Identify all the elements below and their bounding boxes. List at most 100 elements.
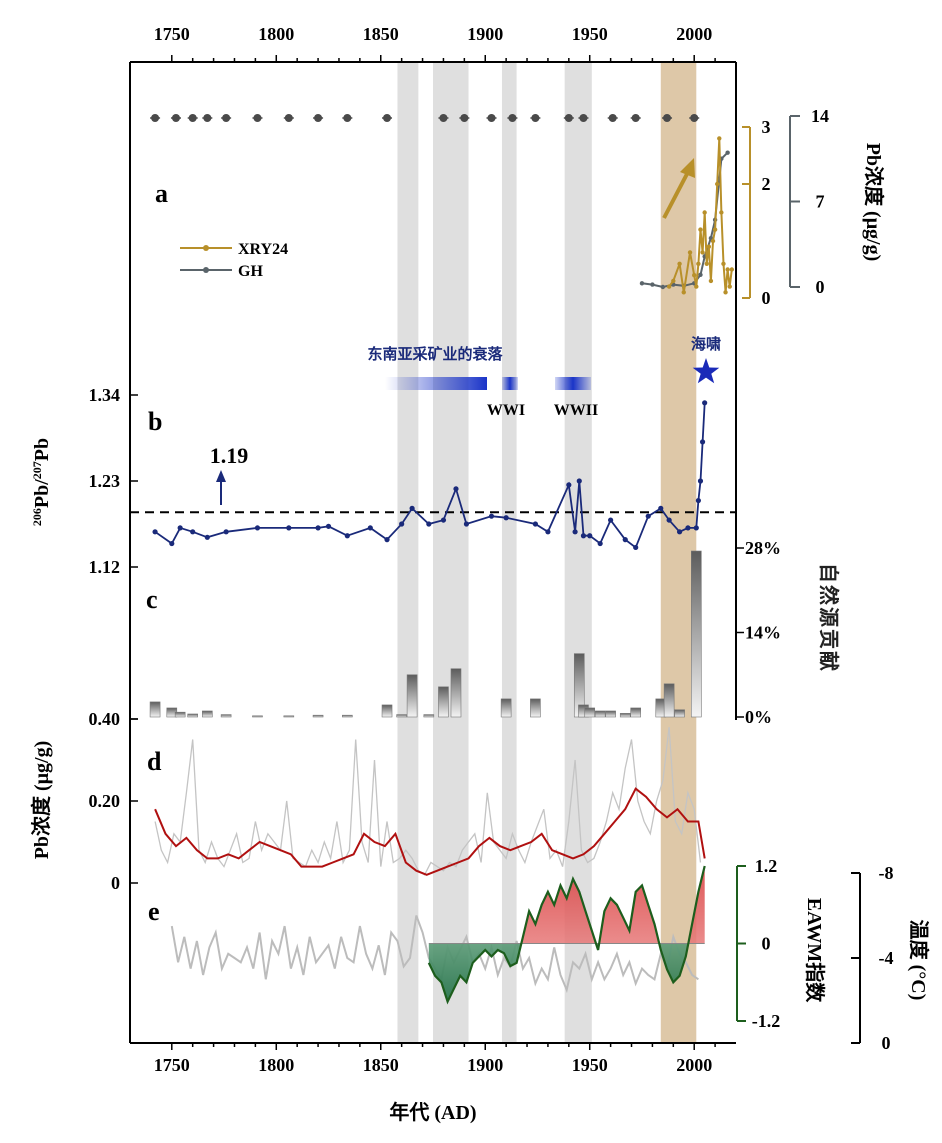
ytick-label-xry24: 3 bbox=[762, 117, 771, 137]
grey-band-1 bbox=[433, 62, 469, 1043]
ytick-label-xry24: 2 bbox=[762, 174, 771, 194]
dating-point bbox=[608, 114, 617, 122]
legend-label-XRY24: XRY24 bbox=[238, 241, 288, 258]
ylabel-temp: 温度 (°C) bbox=[907, 920, 931, 1001]
xry24-point bbox=[704, 261, 709, 266]
gh-point bbox=[639, 281, 645, 286]
xry24-point bbox=[692, 273, 697, 278]
dating-point bbox=[487, 114, 496, 122]
pb-ratio-point bbox=[409, 505, 415, 511]
grey-band-0 bbox=[397, 62, 419, 1043]
dating-point bbox=[460, 114, 469, 122]
panel-label-d: d bbox=[147, 747, 162, 776]
xry24-point bbox=[681, 290, 686, 295]
xtick-label-top: 1800 bbox=[258, 24, 294, 44]
pb-ratio-point bbox=[572, 529, 578, 535]
highlight-bands bbox=[397, 62, 697, 1043]
ylabel-a: Pb浓度 (μg/g) bbox=[862, 143, 886, 262]
pb-ratio-point bbox=[697, 478, 704, 484]
pb-ratio-point bbox=[286, 525, 292, 531]
panel-label-a: a bbox=[155, 179, 168, 208]
grey-band-3 bbox=[564, 62, 592, 1043]
series-pb-smooth-line bbox=[154, 787, 706, 876]
ytick-label-eawm: 1.2 bbox=[755, 856, 778, 876]
decline-bar bbox=[385, 377, 487, 390]
ytick-label-c: 0% bbox=[745, 707, 772, 727]
xry24-point bbox=[687, 250, 693, 255]
xtick-label-bottom: 1850 bbox=[363, 1055, 399, 1075]
xtick-label-bottom: 2000 bbox=[676, 1055, 712, 1075]
dating-point bbox=[188, 114, 197, 122]
pb-ratio-point bbox=[190, 529, 196, 535]
dating-point bbox=[284, 114, 293, 122]
pb-ratio-point bbox=[440, 517, 447, 523]
dating-point bbox=[564, 114, 573, 122]
tsunami-label: 海啸 bbox=[691, 335, 721, 353]
ytick-label-eawm: 0 bbox=[762, 934, 771, 954]
series-eawm-line bbox=[427, 865, 706, 1005]
ytick-label-b: 1.34 bbox=[89, 385, 121, 405]
pb-ratio-point bbox=[344, 533, 350, 539]
pb-ratio-point bbox=[622, 537, 628, 543]
dating-point bbox=[151, 114, 160, 122]
ytick-label-gh: 7 bbox=[816, 192, 825, 212]
xtick-label-top: 2000 bbox=[676, 24, 712, 44]
xtick-label-bottom: 1750 bbox=[154, 1055, 190, 1075]
ylabel-b-superscript: 206 bbox=[30, 508, 44, 526]
natural-source-bar bbox=[202, 710, 213, 718]
series-pb-ratio-line bbox=[154, 402, 706, 549]
ytick-label-d: 0.20 bbox=[89, 791, 121, 811]
natural-source-bar bbox=[149, 701, 161, 718]
legend-label-GH: GH bbox=[238, 263, 263, 280]
pb-ratio-point bbox=[223, 529, 229, 535]
pb-ratio-point bbox=[676, 529, 683, 535]
natural-source-bar bbox=[342, 714, 353, 718]
reference-arrow-head bbox=[216, 470, 226, 482]
xry24-point bbox=[698, 227, 703, 232]
dating-point bbox=[508, 114, 517, 122]
dating-point bbox=[439, 114, 448, 122]
panel-label-e: e bbox=[148, 897, 160, 926]
xtick-label-bottom: 1900 bbox=[467, 1055, 503, 1075]
ytick-label-d: 0 bbox=[111, 873, 120, 893]
pb-ratio-point bbox=[587, 533, 593, 539]
decline-label: 东南亚采矿业的衰落 bbox=[367, 345, 503, 363]
xtick-label-bottom: 1800 bbox=[258, 1055, 294, 1075]
pb-ratio-point bbox=[532, 521, 538, 527]
pb-ratio-point bbox=[177, 525, 183, 531]
dating-point bbox=[171, 114, 180, 122]
natural-source-bar bbox=[450, 668, 462, 718]
trend-arrow-shaft bbox=[662, 171, 690, 219]
xry24-point bbox=[666, 284, 672, 289]
ytick-label-temp: 0 bbox=[882, 1033, 891, 1053]
pb-ratio-point bbox=[685, 525, 691, 531]
eawm-negative-area bbox=[428, 943, 705, 1002]
ylabel-b-superscript: 207 bbox=[30, 461, 44, 479]
natural-source-bar bbox=[530, 698, 541, 718]
ww2-bar bbox=[555, 377, 591, 390]
pb-ratio-point bbox=[580, 533, 587, 539]
natural-source-bar bbox=[187, 713, 198, 718]
xry24-point bbox=[729, 267, 735, 272]
xry24-point bbox=[671, 278, 676, 284]
pb-ratio-point bbox=[488, 513, 495, 519]
tsunami-star-icon bbox=[692, 358, 720, 384]
pb-ratio-point bbox=[693, 525, 699, 531]
xry24-point bbox=[719, 210, 724, 215]
natural-source-bar bbox=[690, 550, 702, 718]
ytick-label-gh: 0 bbox=[816, 277, 825, 297]
xry24-point bbox=[727, 284, 732, 289]
panel-label-c: c bbox=[146, 585, 158, 614]
ww2-label: WWII bbox=[554, 402, 598, 419]
pb-ratio-point bbox=[503, 515, 509, 521]
gh-point bbox=[725, 150, 730, 155]
pb-ratio-point bbox=[545, 529, 551, 535]
xry24-point bbox=[696, 261, 701, 266]
ytick-label-b: 1.23 bbox=[89, 471, 121, 491]
dating-point bbox=[663, 114, 672, 122]
reference-label: 1.19 bbox=[210, 443, 249, 468]
pb-ratio-point bbox=[699, 439, 706, 445]
xry24-point bbox=[721, 261, 726, 266]
